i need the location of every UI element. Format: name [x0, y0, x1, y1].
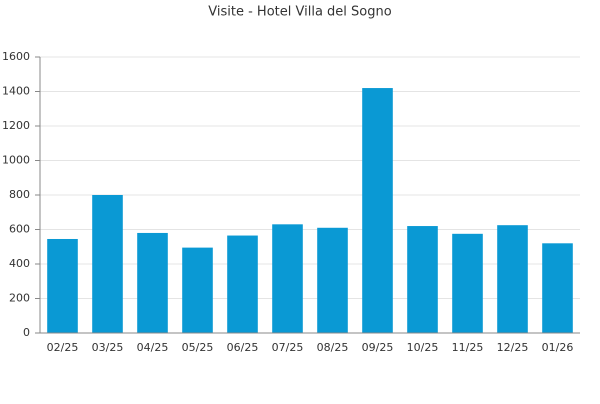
bar [272, 224, 303, 333]
chart-title: Visite - Hotel Villa del Sogno [208, 5, 391, 20]
bar [227, 235, 258, 333]
x-tick-label: 03/25 [92, 341, 124, 354]
y-tick-label: 0 [23, 326, 30, 339]
bar [542, 243, 573, 333]
x-tick-label: 01/26 [542, 341, 574, 354]
x-tick-label: 12/25 [497, 341, 529, 354]
x-tick-label: 02/25 [47, 341, 79, 354]
y-tick-label: 600 [9, 223, 30, 236]
bar [452, 233, 483, 333]
bar [137, 232, 168, 333]
y-tick-label: 800 [9, 188, 30, 201]
x-tick-label: 09/25 [362, 341, 394, 354]
x-tick-label: 05/25 [182, 341, 214, 354]
bar [407, 226, 438, 333]
bar [497, 225, 528, 333]
y-tick-label: 400 [9, 257, 30, 270]
x-tick-label: 10/25 [407, 341, 439, 354]
x-tick-label: 06/25 [227, 341, 259, 354]
y-tick-label: 1200 [2, 119, 30, 132]
bar [317, 227, 348, 333]
y-tick-label: 1000 [2, 154, 30, 167]
y-tick-label: 1400 [2, 85, 30, 98]
bar [362, 88, 393, 333]
x-tick-label: 07/25 [272, 341, 304, 354]
y-tick-label: 200 [9, 292, 30, 305]
x-tick-label: 11/25 [452, 341, 484, 354]
bar [182, 247, 213, 333]
x-tick-label: 08/25 [317, 341, 349, 354]
bar [47, 238, 78, 333]
y-tick-label: 1600 [2, 50, 30, 63]
bar [92, 195, 123, 333]
x-tick-label: 04/25 [137, 341, 169, 354]
